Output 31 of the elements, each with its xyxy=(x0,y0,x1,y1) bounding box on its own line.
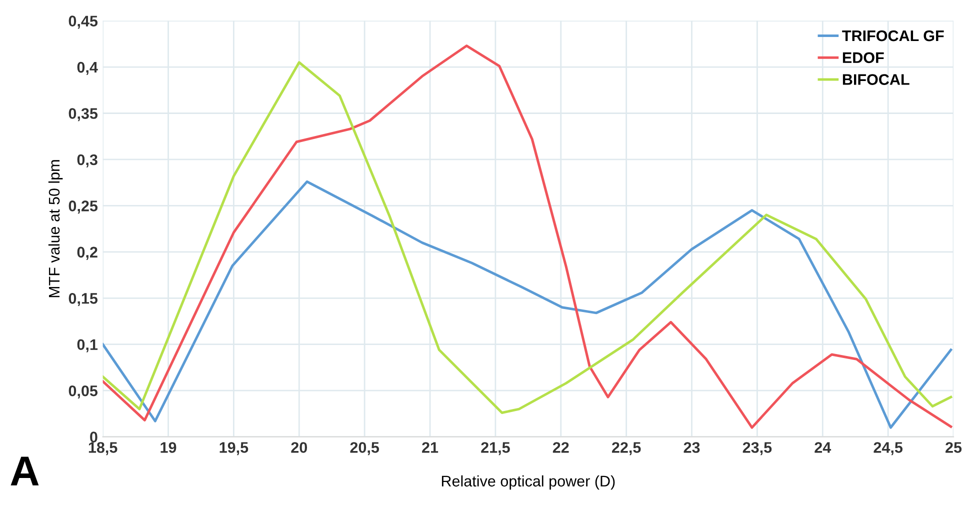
x-tick-label: 23,5 xyxy=(742,442,772,456)
legend-label: TRIFOCAL GF xyxy=(842,30,944,42)
x-tick-label: 20 xyxy=(291,442,308,453)
y-tick-label: 0,45 xyxy=(68,16,98,29)
x-tick-label: 21,5 xyxy=(481,442,510,456)
x-tick-label: 19 xyxy=(160,442,176,453)
y-tick-label: 0,2 xyxy=(77,246,98,260)
y-tick-label: 0,4 xyxy=(77,62,98,75)
x-tick-label: 22 xyxy=(552,442,569,453)
y-tick-label: 0,3 xyxy=(77,154,98,168)
x-tick-label: 25 xyxy=(946,442,962,453)
x-tick-label: 21 xyxy=(422,442,438,453)
y-tick-label: 0,35 xyxy=(68,108,98,122)
x-tick-label: 24 xyxy=(814,442,832,453)
legend-label: EDOF xyxy=(842,52,884,64)
y-axis-title: MTF value at 50 lpm xyxy=(48,160,63,298)
text: A xyxy=(10,456,39,486)
x-tick-label: 19,5 xyxy=(220,442,248,456)
x-tick-label: 24,5 xyxy=(874,442,903,456)
x-tick-label: 18,5 xyxy=(88,442,118,456)
x-tick-label: 20,5 xyxy=(350,442,380,456)
y-tick-label: 0 xyxy=(90,432,98,442)
x-tick-label: 23 xyxy=(684,442,700,453)
y-tick-label: 0,05 xyxy=(68,385,98,398)
y-tick-label: 0,15 xyxy=(68,293,98,306)
y-tick-label: 0,1 xyxy=(77,339,98,352)
legend-label: BIFOCAL xyxy=(842,74,910,85)
line-series xyxy=(102,180,952,429)
x-tick-label: 22,5 xyxy=(612,442,641,456)
y-tick-label: 0,25 xyxy=(68,200,98,214)
x-axis-title: Relative optical power (D) xyxy=(442,475,615,490)
